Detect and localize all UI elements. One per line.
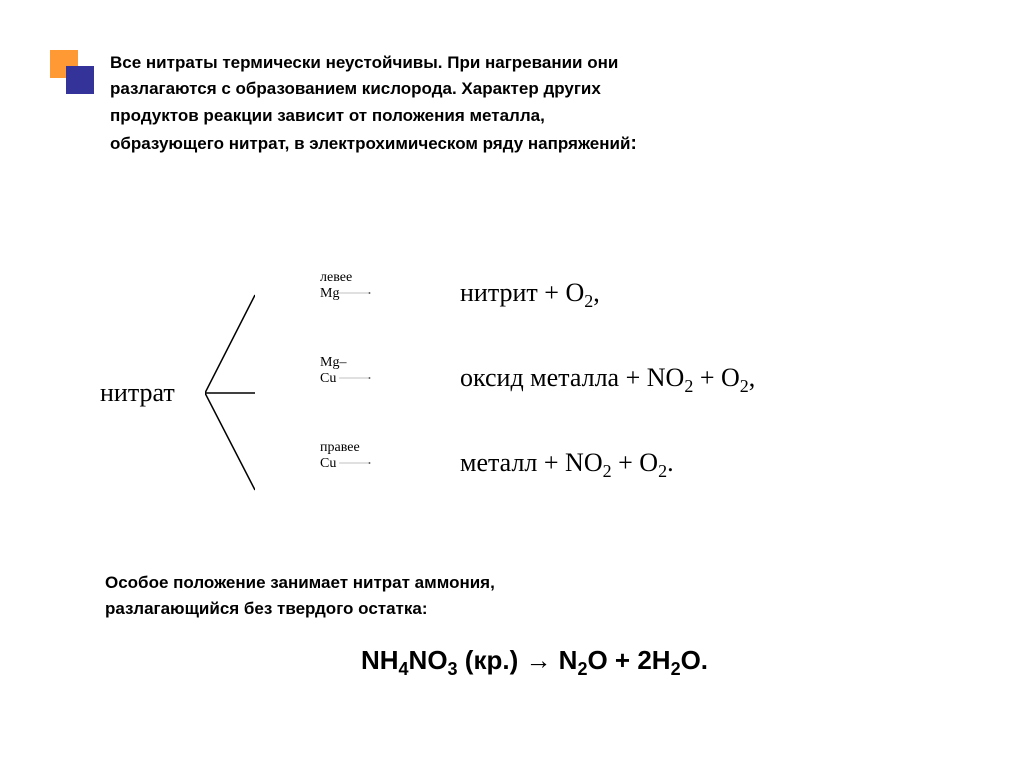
source-label: нитрат (100, 378, 175, 408)
eq-p1: NH (361, 645, 399, 675)
eq-s2: 3 (448, 659, 458, 679)
title-text: Все нитраты термически неустойчивы. При … (110, 50, 964, 158)
bottom-line-2: разлагающийся без твердого остатка: (105, 599, 428, 618)
product-bottom-mid: + O (612, 448, 658, 477)
product-mid-suffix: , (749, 363, 756, 392)
condition-mid: Mg–Cu (320, 355, 346, 387)
product-mid-sub2: 2 (740, 376, 749, 396)
condition-bottom: правее Cu (320, 440, 360, 472)
product-bottom-suffix: . (667, 448, 674, 477)
eq-s1: 4 (399, 659, 409, 679)
product-top-sub: 2 (584, 291, 593, 311)
arrow-bottom (260, 462, 450, 464)
product-mid-prefix: оксид металла + NO (460, 363, 684, 392)
bottom-line-1: Особое положение занимает нитрат аммония… (105, 573, 495, 592)
product-top-suffix: , (593, 278, 600, 307)
blue-square (66, 66, 94, 94)
condition-top: левее Mg (320, 270, 352, 302)
eq-p5: O. (681, 645, 708, 675)
product-mid-mid: + O (693, 363, 739, 392)
reaction-diagram: нитрат левее Mg нитрит + O2, Mg–Cu оксид… (100, 280, 964, 540)
eq-p4: O + 2H (587, 645, 670, 675)
title-line-4: образующего нитрат, в электрохимическом … (110, 134, 630, 153)
product-bottom-sub1: 2 (603, 461, 612, 481)
eq-s4: 2 (671, 659, 681, 679)
eq-p2: NO (409, 645, 448, 675)
arrow-top (260, 292, 450, 294)
bottom-text: Особое положение занимает нитрат аммония… (105, 570, 964, 623)
product-top: нитрит + O2, (460, 278, 600, 312)
product-bottom-sub2: 2 (658, 461, 667, 481)
title-line-3: продуктов реакции зависит от положения м… (110, 106, 545, 125)
bottom-block: Особое положение занимает нитрат аммония… (105, 570, 964, 680)
product-top-prefix: нитрит + O (460, 278, 584, 307)
title-colon: : (630, 133, 636, 154)
eq-p3: (кр.) → N (458, 645, 578, 675)
equation: NH4NO3 (кр.) → N2O + 2H2O. (105, 645, 964, 680)
eq-s3: 2 (577, 659, 587, 679)
title-line-1: Все нитраты термически неустойчивы. При … (110, 53, 618, 72)
product-bottom: металл + NO2 + O2. (460, 448, 674, 482)
product-mid: оксид металла + NO2 + O2, (460, 363, 755, 397)
arrow-mid (260, 377, 450, 379)
title-line-2: разлагаются с образованием кислорода. Ха… (110, 79, 601, 98)
product-mid-sub1: 2 (684, 376, 693, 396)
product-bottom-prefix: металл + NO (460, 448, 603, 477)
bracket-lines (205, 285, 255, 500)
